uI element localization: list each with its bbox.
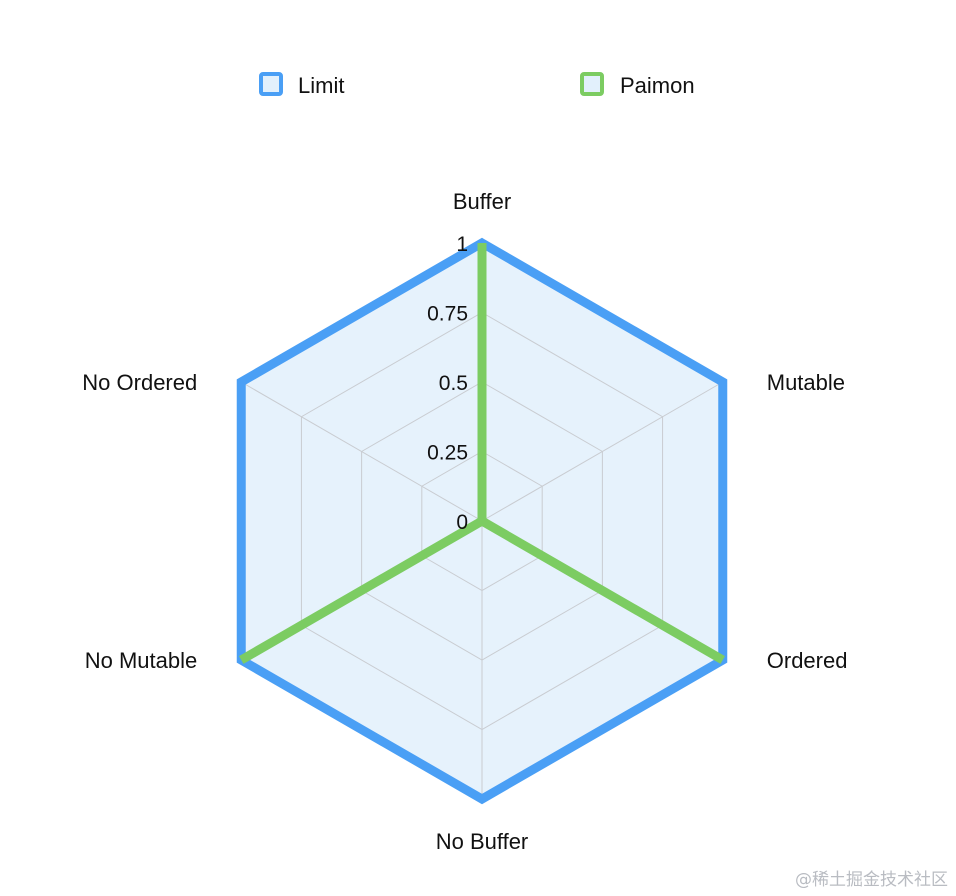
axis-label-mutable: Mutable <box>767 370 845 395</box>
axis-label-no-ordered: No Ordered <box>82 370 197 395</box>
tick-label-1: 1 <box>456 233 468 256</box>
grid-spoke-mutable <box>481 381 724 522</box>
axis-label-ordered: Ordered <box>767 648 848 673</box>
legend-label-paimon: Paimon <box>620 73 695 98</box>
series-lines <box>236 237 728 805</box>
tick-label-0-75: 0.75 <box>427 303 468 326</box>
grid-spoke-no-ordered <box>240 381 483 522</box>
tick-label-0-5: 0.5 <box>439 372 468 395</box>
axis-label-buffer: Buffer <box>453 189 511 214</box>
legend-item-limit[interactable]: Limit <box>259 72 344 98</box>
watermark: @稀土掘金技术社区 <box>795 870 948 890</box>
series-limit-line[interactable] <box>236 237 728 805</box>
axis-labels: Buffer Mutable Ordered No Buffer No Mutable N… <box>82 189 847 854</box>
axis-label-no-mutable: No Mutable <box>85 648 198 673</box>
legend-swatch-paimon <box>580 72 604 96</box>
tick-label-0-25: 0.25 <box>427 442 468 465</box>
legend-swatch-limit <box>259 72 283 96</box>
series-paimon-line[interactable] <box>238 243 726 664</box>
tick-label-0: 0 <box>456 511 468 534</box>
axis-label-no-buffer: No Buffer <box>436 829 529 854</box>
legend-item-paimon[interactable]: Paimon <box>580 72 695 98</box>
legend-label-limit: Limit <box>298 73 344 98</box>
legend[interactable]: Limit Paimon <box>259 72 695 98</box>
tick-labels: 0 0.25 0.5 0.75 1 <box>427 233 468 534</box>
